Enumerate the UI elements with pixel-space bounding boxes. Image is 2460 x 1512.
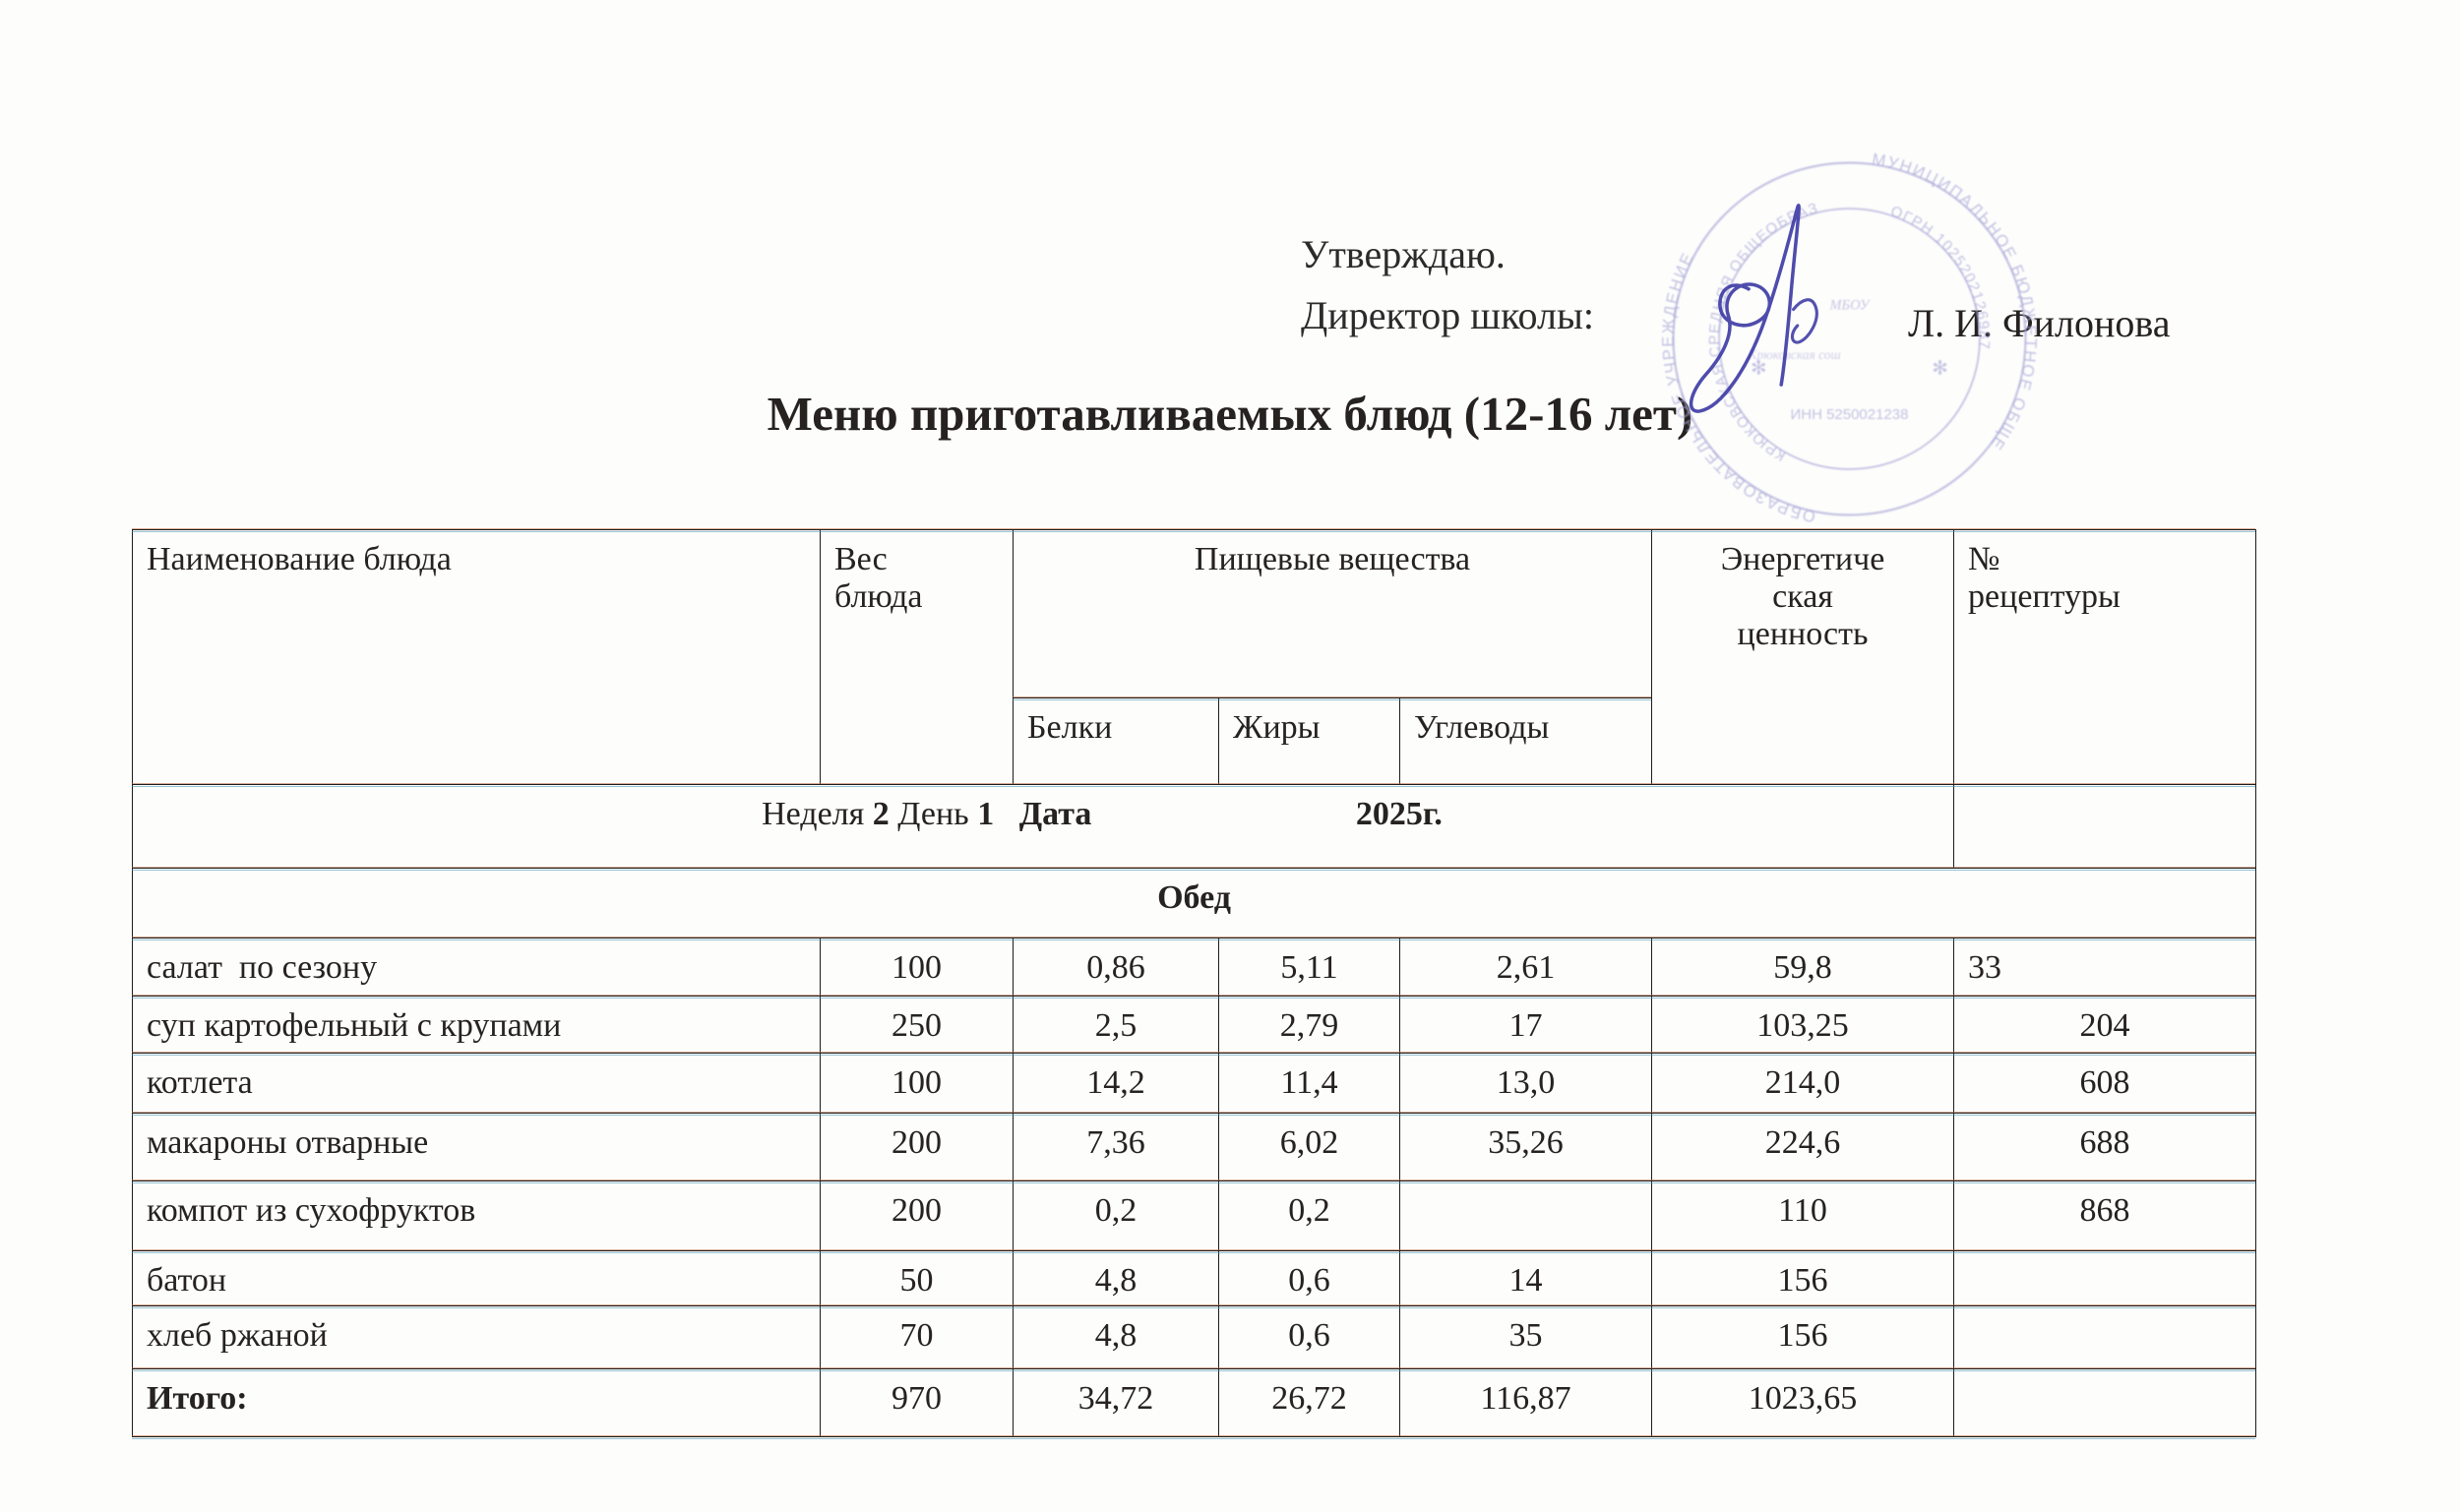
svg-text:Крюковская сош: Крюковская сош bbox=[1748, 347, 1841, 362]
svg-text:МБОУ: МБОУ bbox=[1829, 297, 1872, 313]
svg-text:КРЮКОВСКАЯ СРЕДНЯЯ ОБЩЕОБРАЗ: КРЮКОВСКАЯ СРЕДНЯЯ ОБЩЕОБРАЗ bbox=[1706, 200, 1820, 464]
svg-text:ОБРАЗОВАТЕЛЬНОЕ УЧРЕЖДЕНИЕ: ОБРАЗОВАТЕЛЬНОЕ УЧРЕЖДЕНИЕ bbox=[1658, 249, 1816, 526]
svg-text:ИНН 5250021238: ИНН 5250021238 bbox=[1791, 406, 1909, 423]
svg-text:✻: ✻ bbox=[1932, 358, 1947, 380]
svg-text:ОГРН 1025202126987: ОГРН 1025202126987 bbox=[1888, 203, 1993, 350]
